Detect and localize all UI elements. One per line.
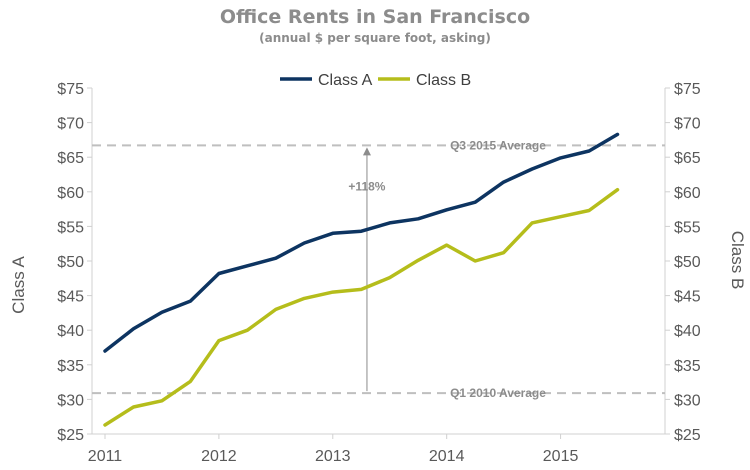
y-tick-label-left: $45 (57, 289, 84, 306)
series-line-class-a (103, 132, 620, 353)
y-tick-label-left: $70 (57, 116, 84, 133)
y-tick-label-left: $40 (57, 323, 84, 340)
y-ticks-left: $25 $30 $35 $40 $45 $50 $55 $60 $65 $70 $75 (57, 81, 92, 444)
y-tick-label-right: $40 (674, 323, 701, 340)
growth-annotation: +118% (348, 179, 385, 193)
y-tick-label-right: $65 (674, 150, 701, 167)
y-tick-label-left: $30 (57, 392, 84, 409)
x-tick-label: 2015 (543, 448, 579, 465)
reference-label-q3-2015: Q3 2015 Average (450, 138, 546, 152)
chart-title: Office Rents in San Francisco (219, 6, 531, 28)
y-tick-label-right: $30 (674, 392, 701, 409)
y-tick-label-right: $45 (674, 289, 701, 306)
y-tick-label-left: $65 (57, 150, 84, 167)
legend-label-class-b: Class B (416, 72, 471, 89)
x-ticks: 2011 2012 2013 2014 2015 (88, 434, 579, 465)
x-tick-label: 2012 (201, 448, 237, 465)
legend-label-class-a: Class A (318, 72, 373, 89)
y-axis-title-right: Class B (728, 231, 747, 290)
y-tick-label-right: $50 (674, 254, 701, 271)
y-tick-label-right: $75 (674, 81, 701, 98)
y-axis-title-left: Class A (9, 256, 28, 314)
x-tick-label: 2011 (88, 448, 123, 465)
series-group (103, 132, 620, 427)
y-tick-label-left: $50 (57, 254, 84, 271)
y-tick-label-left: $75 (57, 81, 84, 98)
series-line-class-b (103, 187, 620, 427)
y-tick-label-right: $35 (674, 358, 701, 375)
legend: Class A Class B (280, 72, 471, 89)
y-tick-label-left: $35 (57, 358, 84, 375)
y-tick-label-right: $60 (674, 185, 701, 202)
y-tick-label-right: $25 (674, 427, 701, 444)
chart-subtitle: (annual $ per square foot, asking) (259, 31, 491, 45)
y-tick-label-left: $55 (57, 219, 84, 236)
y-tick-label-left: $60 (57, 185, 84, 202)
y-tick-label-left: $25 (57, 427, 84, 444)
reference-label-q1-2010: Q1 2010 Average (450, 386, 546, 400)
x-tick-label: 2013 (315, 448, 351, 465)
y-tick-label-right: $70 (674, 116, 701, 133)
y-ticks-right: $25 $30 $35 $40 $45 $50 $55 $60 $65 $70 $75 (665, 81, 701, 444)
reference-lines: Q3 2015 Average Q1 2010 Average (92, 138, 665, 400)
x-tick-label: 2014 (429, 448, 465, 465)
y-tick-label-right: $55 (674, 219, 701, 236)
